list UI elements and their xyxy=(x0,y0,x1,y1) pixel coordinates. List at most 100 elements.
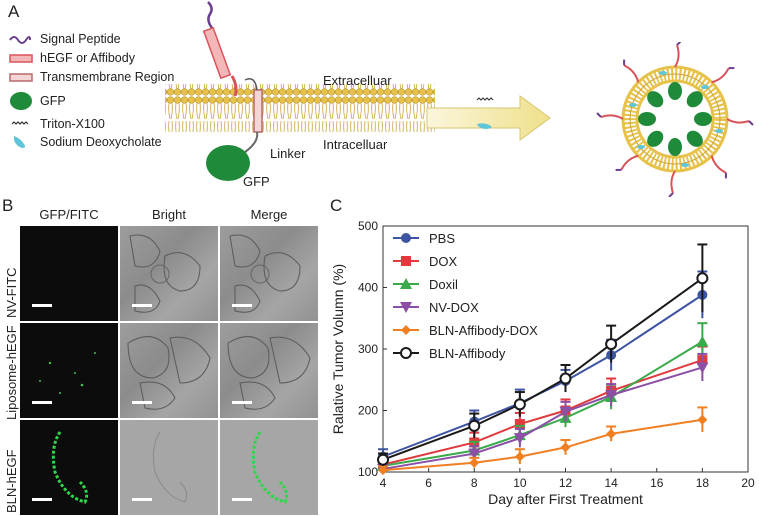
data-point xyxy=(605,390,618,402)
data-point xyxy=(559,372,572,385)
scale-bar xyxy=(32,304,52,307)
vesicle-deoxycholate xyxy=(629,71,723,167)
legend-label: NV-DOX xyxy=(429,300,479,315)
cell-outlines xyxy=(227,336,311,410)
data-point xyxy=(514,451,525,462)
x-tick-label: 16 xyxy=(650,476,664,490)
data-point xyxy=(468,448,481,460)
process-arrow xyxy=(426,95,551,141)
panel-b-letter: B xyxy=(2,196,14,215)
scale-bar xyxy=(132,498,152,501)
micro-bln-bright xyxy=(120,420,218,515)
panel-c-letter: C xyxy=(330,196,343,215)
legend-marker xyxy=(401,233,411,243)
micro-lipo-merge xyxy=(220,323,318,418)
scale-bar xyxy=(132,401,152,404)
cell-outlines xyxy=(152,431,188,503)
x-tick-label: 10 xyxy=(513,476,527,490)
x-axis-label: Day after First Treatment xyxy=(488,491,643,507)
intracellular-linker xyxy=(244,131,259,153)
deoxycholate-icon xyxy=(14,136,26,148)
legend-marker xyxy=(401,325,411,335)
vesicle-diagram xyxy=(596,42,754,197)
legend-label-hegf: hEGF or Affibody xyxy=(40,51,135,65)
gfp-icon xyxy=(10,92,32,110)
y-axis-label: Ralative Tumor Volumn (%) xyxy=(330,264,346,434)
transmembrane-domain xyxy=(253,89,263,133)
triton-icon xyxy=(11,121,29,125)
data-point xyxy=(514,419,525,430)
legend-marker xyxy=(400,278,412,289)
x-tick-label: 14 xyxy=(604,476,618,490)
green-membrane xyxy=(251,431,289,504)
vesicle-proteins xyxy=(596,42,754,197)
legend-label-gfp: GFP xyxy=(40,94,66,108)
green-membrane xyxy=(51,431,89,504)
data-point xyxy=(606,428,617,439)
panel-a-letter: A xyxy=(8,2,20,21)
cell-outlines xyxy=(129,234,201,313)
legend-marker xyxy=(401,256,411,266)
row-label-nv-fitc: NV-FITC xyxy=(4,267,19,318)
col-head-bright: Bright xyxy=(152,207,186,222)
legend-label-deoxycholate: Sodium Deoxycholate xyxy=(40,135,162,149)
legend-icons xyxy=(9,36,33,148)
micro-nv-gfp xyxy=(20,226,118,321)
y-tick-label: 100 xyxy=(358,465,378,479)
linker-chain xyxy=(230,75,238,97)
y-tick-label: 200 xyxy=(358,404,378,418)
y-tick-label: 500 xyxy=(358,219,378,233)
col-head-gfp: GFP/FITC xyxy=(39,207,99,222)
scale-bar xyxy=(132,304,152,307)
micro-bln-gfp xyxy=(20,420,118,515)
data-point xyxy=(560,442,571,453)
x-tick-label: 12 xyxy=(559,476,573,490)
hegf-icon xyxy=(9,54,33,63)
membrane-schematic xyxy=(165,1,435,181)
gfp-label: GFP xyxy=(243,174,270,189)
lipid-bilayer xyxy=(165,84,435,132)
micro-lipo-bright xyxy=(120,323,218,418)
scale-bar xyxy=(232,498,252,501)
series-line-dox xyxy=(382,359,703,466)
transmembrane-icon xyxy=(9,73,33,82)
legend-marker xyxy=(400,347,412,359)
x-tick-label: 20 xyxy=(741,476,755,490)
data-point xyxy=(513,433,526,445)
col-head-merge: Merge xyxy=(250,207,288,222)
cell-outlines xyxy=(229,234,301,313)
scale-bar xyxy=(32,498,52,501)
intracellular-label: Intracelluar xyxy=(323,137,388,152)
data-point xyxy=(696,272,709,285)
arrow-shape xyxy=(426,95,551,141)
y-tick-label: 300 xyxy=(358,342,378,356)
hegf-domain xyxy=(202,26,232,80)
gfp-domain xyxy=(206,145,250,181)
panel-a-legend: Signal Peptide hEGF or Affibody Transmem… xyxy=(8,30,178,170)
scale-bar xyxy=(232,401,252,404)
micro-bln-merge xyxy=(220,420,318,515)
arrow-deoxycholate-icon xyxy=(477,123,492,129)
x-tick-label: 8 xyxy=(471,476,478,490)
data-point xyxy=(468,419,481,432)
y-tick-label: 400 xyxy=(358,281,378,295)
data-point xyxy=(559,406,572,418)
linker-label: Linker xyxy=(270,146,306,161)
cell-outlines xyxy=(127,336,211,410)
row-label-bln: BLN-hEGF xyxy=(4,449,19,513)
legend-label-signal: Signal Peptide xyxy=(40,32,121,46)
legend-label: Doxil xyxy=(429,277,458,292)
data-point xyxy=(377,453,389,466)
data-point xyxy=(378,465,388,476)
row-label-liposome: Liposome-hEGF xyxy=(4,325,19,420)
micro-lipo-gfp xyxy=(20,323,118,418)
x-tick-label: 4 xyxy=(380,476,387,490)
legend-label: BLN-Affibody-DOX xyxy=(429,323,538,338)
arrow-triton-icon xyxy=(476,97,494,101)
series-line-bln-affibody-dox xyxy=(382,418,703,472)
legend-label: BLN-Affibody xyxy=(429,346,506,361)
series-line-nv-dox xyxy=(382,366,703,470)
x-tick-label: 18 xyxy=(696,476,710,490)
legend-label: DOX xyxy=(429,254,458,269)
legend-marker xyxy=(400,302,412,313)
